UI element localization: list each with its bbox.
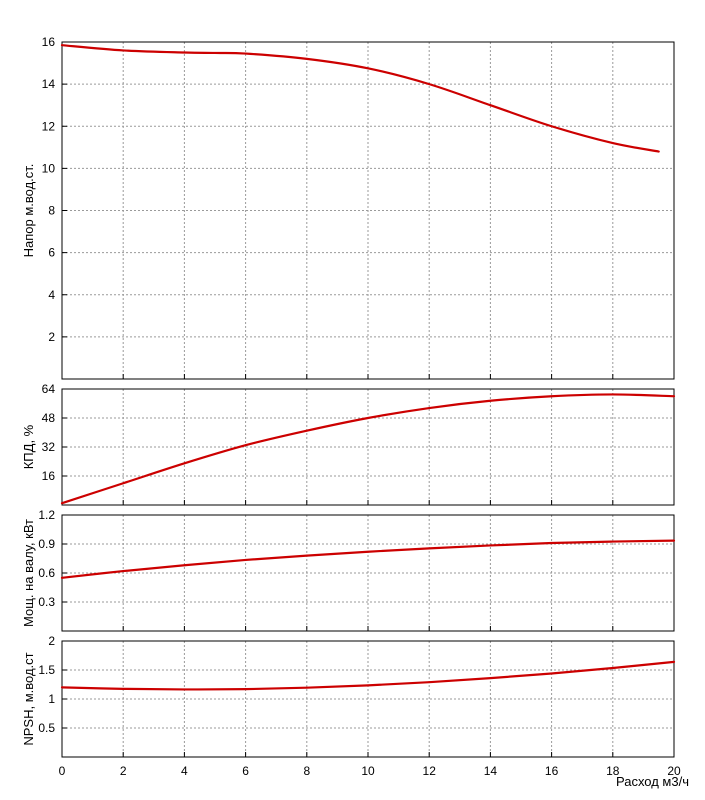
y-tick-label: 64 [42,382,56,396]
data-point [657,150,660,153]
x-tick-label: 8 [303,764,310,778]
data-point [550,672,553,675]
data-point [183,564,186,567]
y-tick-label: 1.5 [38,663,55,677]
x-tick-label: 18 [606,764,620,778]
chart-panel-1: 2 4 6 8 10 12 14 16 Напор м.вод.ст. [21,35,675,380]
data-point [673,395,675,398]
data-point [305,429,308,432]
data-point [673,660,675,663]
x-tick-label: 2 [120,764,127,778]
data-point [367,417,369,419]
y-tick-label: 10 [42,161,56,175]
data-point [367,67,369,70]
data-point [61,502,63,505]
data-point [428,681,431,684]
x-tick-label: 16 [545,764,559,778]
data-point [244,52,247,55]
series-line [60,44,660,153]
data-point [550,395,553,398]
data-point [61,686,63,689]
data-point [305,57,308,60]
data-point [183,51,186,54]
data-point [122,49,125,52]
x-tick-label: 20 [667,764,681,778]
data-point [122,570,125,572]
data-point [611,142,614,145]
y-tick-label: 48 [42,411,56,425]
data-point [122,687,125,690]
data-point [489,399,492,402]
y-tick-label: 6 [48,246,55,260]
data-point [183,462,186,465]
data-point [244,559,247,561]
data-point [428,547,431,550]
y-tick-label: 2 [48,330,55,344]
data-point [244,688,247,691]
data-point [183,688,186,691]
data-point [489,104,492,107]
x-tick-label: 10 [361,764,375,778]
x-tick-label: 4 [181,764,188,778]
y-tick-label: 12 [42,119,56,133]
y-tick-label: 1.2 [38,508,55,522]
y-axis-title: Напор м.вод.ст. [21,164,36,258]
x-tick-label: 12 [423,764,437,778]
y-tick-label: 16 [42,469,56,483]
data-point [428,407,431,409]
data-point [611,667,614,669]
y-tick-label: 16 [42,35,56,49]
y-tick-label: 32 [42,440,56,454]
data-point [611,540,614,543]
data-point [367,550,369,553]
y-tick-label: 14 [42,77,56,91]
y-tick-label: 0.6 [38,566,55,580]
data-point [673,539,675,542]
data-point [305,554,308,557]
data-point [61,576,63,579]
data-point [489,677,492,680]
data-point [550,125,553,128]
y-tick-label: 2 [48,634,55,648]
data-point [367,684,369,687]
data-point [550,542,553,544]
y-tick-label: 1 [48,692,55,706]
y-tick-label: 0.5 [38,721,55,735]
chart-panel-2: 16 32 48 64 КПД, % [21,382,676,506]
y-axis-title: NPSH, м.вод.ст [21,652,36,745]
data-point [489,544,492,547]
y-tick-label: 0.9 [38,537,55,551]
x-tick-label: 14 [484,764,498,778]
x-tick-label: 6 [242,764,249,778]
y-axis-title: Мощ. на валу, кВт [21,519,36,627]
x-tick-label: 0 [59,764,66,778]
data-point [305,686,308,689]
y-tick-label: 8 [48,204,55,218]
x-axis-title: Расход м3/ч [616,774,689,789]
data-point [214,52,216,54]
data-point [244,444,247,447]
data-point [428,83,431,86]
data-point [611,393,614,396]
data-point [122,482,125,485]
y-tick-label: 4 [48,288,55,302]
y-axis-title: КПД, % [21,424,36,469]
y-tick-label: 0.3 [38,595,55,609]
data-point [61,44,63,47]
